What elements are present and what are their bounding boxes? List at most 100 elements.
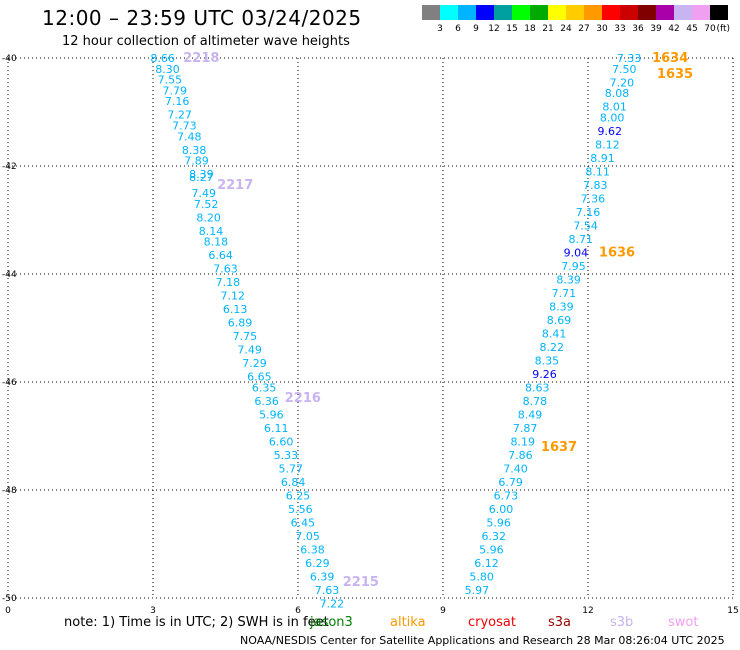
scale-label: 33 [614, 24, 625, 34]
wave-height-point: 8.71 [569, 233, 594, 246]
satellite-label-swot: swot [668, 615, 698, 630]
scale-label: 30 [596, 24, 608, 34]
wave-height-point: 9.26 [532, 368, 557, 381]
wave-height-point: 6.32 [482, 530, 507, 543]
wave-height-point: 7.27 [167, 109, 192, 122]
scale-swatch [566, 5, 584, 20]
scale-label: 36 [632, 24, 644, 34]
scale-label: 15 [506, 24, 517, 34]
wave-height-point: 7.33 [617, 52, 642, 65]
scale-swatch [458, 5, 476, 20]
wave-height-point: 8.14 [199, 225, 224, 238]
wave-height-point: 7.55 [158, 74, 183, 87]
wave-height-point: 7.16 [165, 95, 190, 108]
scale-label: 39 [650, 24, 662, 34]
scale-swatch [512, 5, 530, 20]
wave-height-point: 7.71 [552, 287, 577, 300]
wave-height-point: 5.77 [279, 462, 304, 475]
wave-height-point: 8.11 [585, 165, 610, 178]
x-tick-label: 6 [295, 606, 301, 616]
pass-label: 1637 [541, 440, 577, 455]
scale-label: 27 [578, 24, 589, 34]
wave-height-point: 7.52 [194, 198, 219, 211]
x-tick-label: 15 [727, 606, 738, 616]
wave-height-point: 7.50 [612, 63, 637, 76]
pass-label: 2217 [217, 178, 253, 193]
wave-height-point: 8.39 [556, 273, 581, 286]
wave-height-point: 8.27 [189, 171, 214, 184]
wave-height-point: 6.89 [228, 317, 253, 330]
wave-height-point: 7.40 [503, 462, 528, 475]
scale-swatch [530, 5, 548, 20]
wave-height-point: 7.36 [581, 192, 606, 205]
x-tick-label: 3 [150, 606, 156, 616]
wave-height-point: 6.84 [281, 476, 306, 489]
wave-height-point: 6.12 [474, 557, 499, 570]
x-tick-label: 12 [582, 606, 593, 616]
wave-height-point: 6.73 [494, 489, 519, 502]
scale-swatch [656, 5, 674, 20]
wave-height-point: 8.22 [540, 341, 565, 354]
satellite-label-altika: altika [390, 615, 426, 630]
scale-swatch [638, 5, 656, 20]
chart-subtitle: 12 hour collection of altimeter wave hei… [62, 34, 350, 49]
color-scale-legend: 3 6 9 12 15 18 21 24 27 30 33 36 39 42 45 70 (ft) [422, 5, 730, 34]
wave-height-point: 5.97 [465, 584, 490, 597]
wave-height-point: 5.33 [274, 449, 299, 462]
scale-label: 6 [455, 24, 461, 34]
y-tick-label: -46 [2, 378, 17, 388]
wave-height-point: 7.86 [508, 449, 533, 462]
wave-height-point: 6.39 [310, 570, 335, 583]
y-tick-label: -40 [2, 54, 17, 64]
wave-height-point: 7.54 [573, 219, 598, 232]
wave-height-point: 8.91 [590, 152, 615, 165]
wave-height-point: 6.65 [247, 371, 272, 384]
wave-height-point: 5.56 [288, 503, 313, 516]
wave-height-point: 8.12 [595, 138, 620, 151]
wave-height-point: 6.11 [264, 422, 289, 435]
wave-height-point: 6.36 [254, 395, 279, 408]
scale-swatch [476, 5, 494, 20]
chart-title: 12:00 – 23:59 UTC 03/24/2025 [42, 6, 362, 30]
wave-height-point: 7.49 [192, 187, 217, 200]
wave-height-point: 8.66 [150, 52, 175, 65]
data-points: 8.668.307.557.797.167.277.737.488.387.89… [150, 52, 641, 610]
scale-swatch [602, 5, 620, 20]
scale-label: 45 [686, 24, 697, 34]
wave-height-point: 7.48 [177, 130, 202, 143]
wave-height-point: 5.96 [479, 543, 504, 556]
wave-height-point: 8.08 [605, 87, 630, 100]
scale-swatch [674, 5, 692, 20]
wave-height-point: 8.69 [547, 314, 572, 327]
wave-height-point: 8.18 [204, 236, 229, 249]
wave-height-point: 6.25 [286, 489, 311, 502]
y-tick-label: -44 [2, 270, 17, 280]
scale-swatch [620, 5, 638, 20]
scale-swatch [440, 5, 458, 20]
note-text: note: 1) Time is in UTC; 2) SWH is in fe… [64, 615, 329, 630]
wave-height-point: 7.63 [213, 263, 238, 276]
wave-height-point: 7.29 [242, 357, 267, 370]
pass-label: 1636 [599, 245, 635, 260]
grid-lines [7, 57, 734, 599]
wave-height-point: 8.78 [523, 395, 548, 408]
wave-height-point: 8.35 [535, 354, 560, 367]
scale-label: 18 [524, 24, 536, 34]
wave-height-point: 5.96 [486, 516, 511, 529]
scale-label: 70 [704, 24, 716, 34]
wave-height-point: 7.95 [561, 260, 586, 273]
wave-height-point: 8.01 [602, 101, 627, 114]
wave-height-point: 6.35 [252, 381, 277, 394]
pass-label: 2215 [343, 575, 379, 590]
wave-height-point: 8.30 [155, 63, 180, 76]
scale-unit: (ft) [716, 24, 730, 34]
scale-label: 21 [542, 24, 553, 34]
wave-height-point: 8.41 [542, 327, 567, 340]
y-tick-label: -50 [2, 594, 17, 604]
wave-height-point: 7.73 [172, 120, 197, 133]
scale-swatch [584, 5, 602, 20]
scale-label: 3 [437, 24, 443, 34]
wave-height-point: 8.38 [182, 144, 207, 157]
